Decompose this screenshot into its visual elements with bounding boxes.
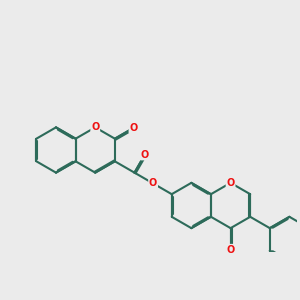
Text: O: O [226,245,235,255]
Text: O: O [226,178,235,188]
Text: O: O [91,122,99,132]
Text: O: O [129,123,138,133]
Text: O: O [141,150,149,160]
Text: O: O [149,178,157,188]
